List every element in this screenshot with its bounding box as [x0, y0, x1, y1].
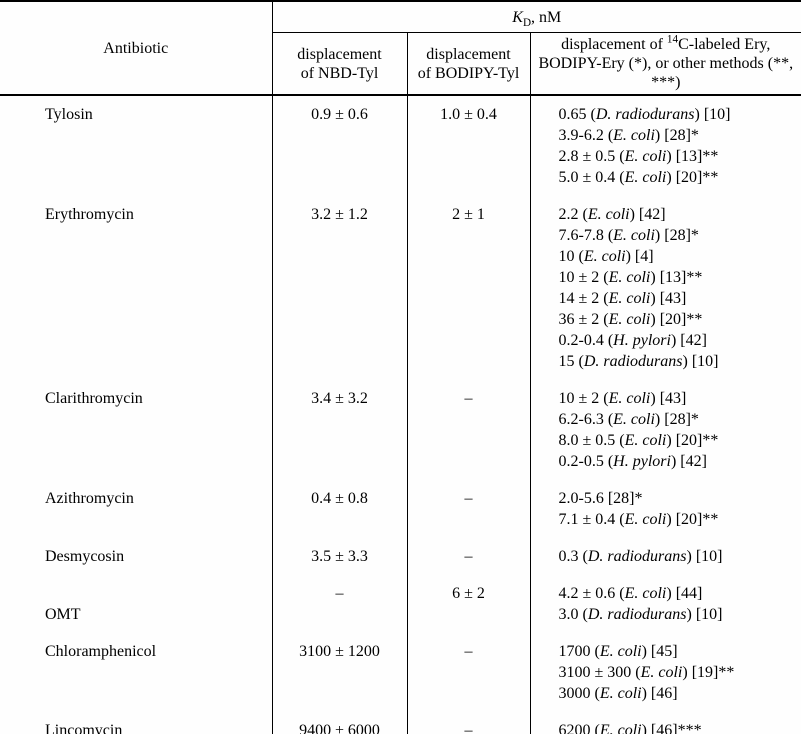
kd-other-methods-values: 2.2 (E. coli) [42] 7.6-7.8 (E. coli) [28]… [558, 206, 719, 370]
antibiotic-name: Chloramphenicol [0, 633, 273, 712]
antibiotic-name: Erythromycin [0, 196, 273, 380]
kd-bodipy-tyl-value: 1.0 ± 0.4 [407, 95, 531, 196]
antibiotic-name: Azithromycin [0, 480, 273, 538]
table-row-tylosin: Tylosin 0.9 ± 0.6 1.0 ± 0.4 0.65 (D. rad… [0, 95, 801, 196]
kd-bodipy-tyl-value: – [407, 480, 531, 538]
table-row-omt: OMT – 6 ± 2 4.2 ± 0.6 (E. coli) [44] 3.0 … [0, 575, 801, 633]
table-row-erythromycin: Erythromycin 3.2 ± 1.2 2 ± 1 2.2 (E. col… [0, 196, 801, 380]
kd-other-methods-values: 0.3 (D. radiodurans) [10] [558, 548, 723, 565]
kd-other-methods-values: 1700 (E. coli) [45] 3100 ± 300 (E. coli) … [558, 643, 735, 702]
table-body: Tylosin 0.9 ± 0.6 1.0 ± 0.4 0.65 (D. rad… [0, 95, 801, 734]
kd-nbd-tyl-value: 0.9 ± 0.6 [272, 95, 408, 196]
kd-other-methods-values: 4.2 ± 0.6 (E. coli) [44] 3.0 (D. radiodur… [558, 585, 723, 623]
kd-bodipy-tyl-value: – [407, 380, 531, 480]
kd-nbd-tyl-value: 0.4 ± 0.8 [272, 480, 408, 538]
antibiotic-name: OMT [0, 575, 273, 633]
column-header-antibiotic: Antibiotic [0, 1, 273, 96]
antibiotic-name: Tylosin [0, 95, 273, 196]
kd-nbd-tyl-value: 3100 ± 1200 [272, 633, 408, 712]
column-header-nbd-tyl: displacement of NBD-Tyl [272, 32, 408, 96]
antibiotic-name: Clarithromycin [0, 380, 273, 480]
kd-bodipy-tyl-value: – [407, 633, 531, 712]
column-header-bodipy-tyl: displacement of BODIPY-Tyl [407, 32, 531, 96]
kd-bodipy-tyl-value: 6 ± 2 [407, 575, 531, 633]
column-header-kd-nm: KD, nM [272, 1, 801, 33]
table-row-chloramphenicol: Chloramphenicol 3100 ± 1200 – 1700 (E. c… [0, 633, 801, 712]
table-row-lincomycin: Lincomycin 9400 ± 6000 – 6200 (E. coli) … [0, 712, 801, 734]
kd-nbd-tyl-value: 3.5 ± 3.3 [272, 538, 408, 575]
kd-other-methods-values: 10 ± 2 (E. coli) [43] 6.2-6.3 (E. coli) [… [558, 390, 719, 470]
kd-nbd-tyl-value: 3.4 ± 3.2 [272, 380, 408, 480]
kd-other-methods-values: 0.65 (D. radiodurans) [10] 3.9-6.2 (E. co… [558, 106, 731, 186]
antibiotic-name: Desmycosin [0, 538, 273, 575]
header-row-2: displacement of NBD-Tyl displacement of … [0, 32, 801, 96]
kd-bodipy-tyl-value: 2 ± 1 [407, 196, 531, 380]
header-row-1: Antibiotic KD, nM [0, 1, 801, 96]
kd-other-methods-values: 6200 (E. coli) [46]*** [558, 722, 702, 734]
table-row-clarithromycin: Clarithromycin 3.4 ± 3.2 – 10 ± 2 (E. co… [0, 380, 801, 480]
kd-nbd-tyl-value: 3.2 ± 1.2 [272, 196, 408, 380]
table-row-azithromycin: Azithromycin 0.4 ± 0.8 – 2.0-5.6 [28]* 7.… [0, 480, 801, 538]
kd-nbd-tyl-value: – [272, 575, 408, 633]
kd-other-methods-values: 2.0-5.6 [28]* 7.1 ± 0.4 (E. coli) [20]** [558, 490, 719, 528]
table-header: Antibiotic KD, nM displacement of NBD-Ty… [0, 1, 801, 96]
kd-bodipy-tyl-value: – [407, 712, 531, 734]
column-header-other-methods: displacement of 14C-labeled Ery, BODIPY-E… [530, 32, 801, 96]
table-row-desmycosin: Desmycosin 3.5 ± 3.3 – 0.3 (D. radiodura… [0, 538, 801, 575]
kd-nbd-tyl-value: 9400 ± 6000 [272, 712, 408, 734]
antibiotic-name: Lincomycin [0, 712, 273, 734]
kd-bodipy-tyl-value: – [407, 538, 531, 575]
